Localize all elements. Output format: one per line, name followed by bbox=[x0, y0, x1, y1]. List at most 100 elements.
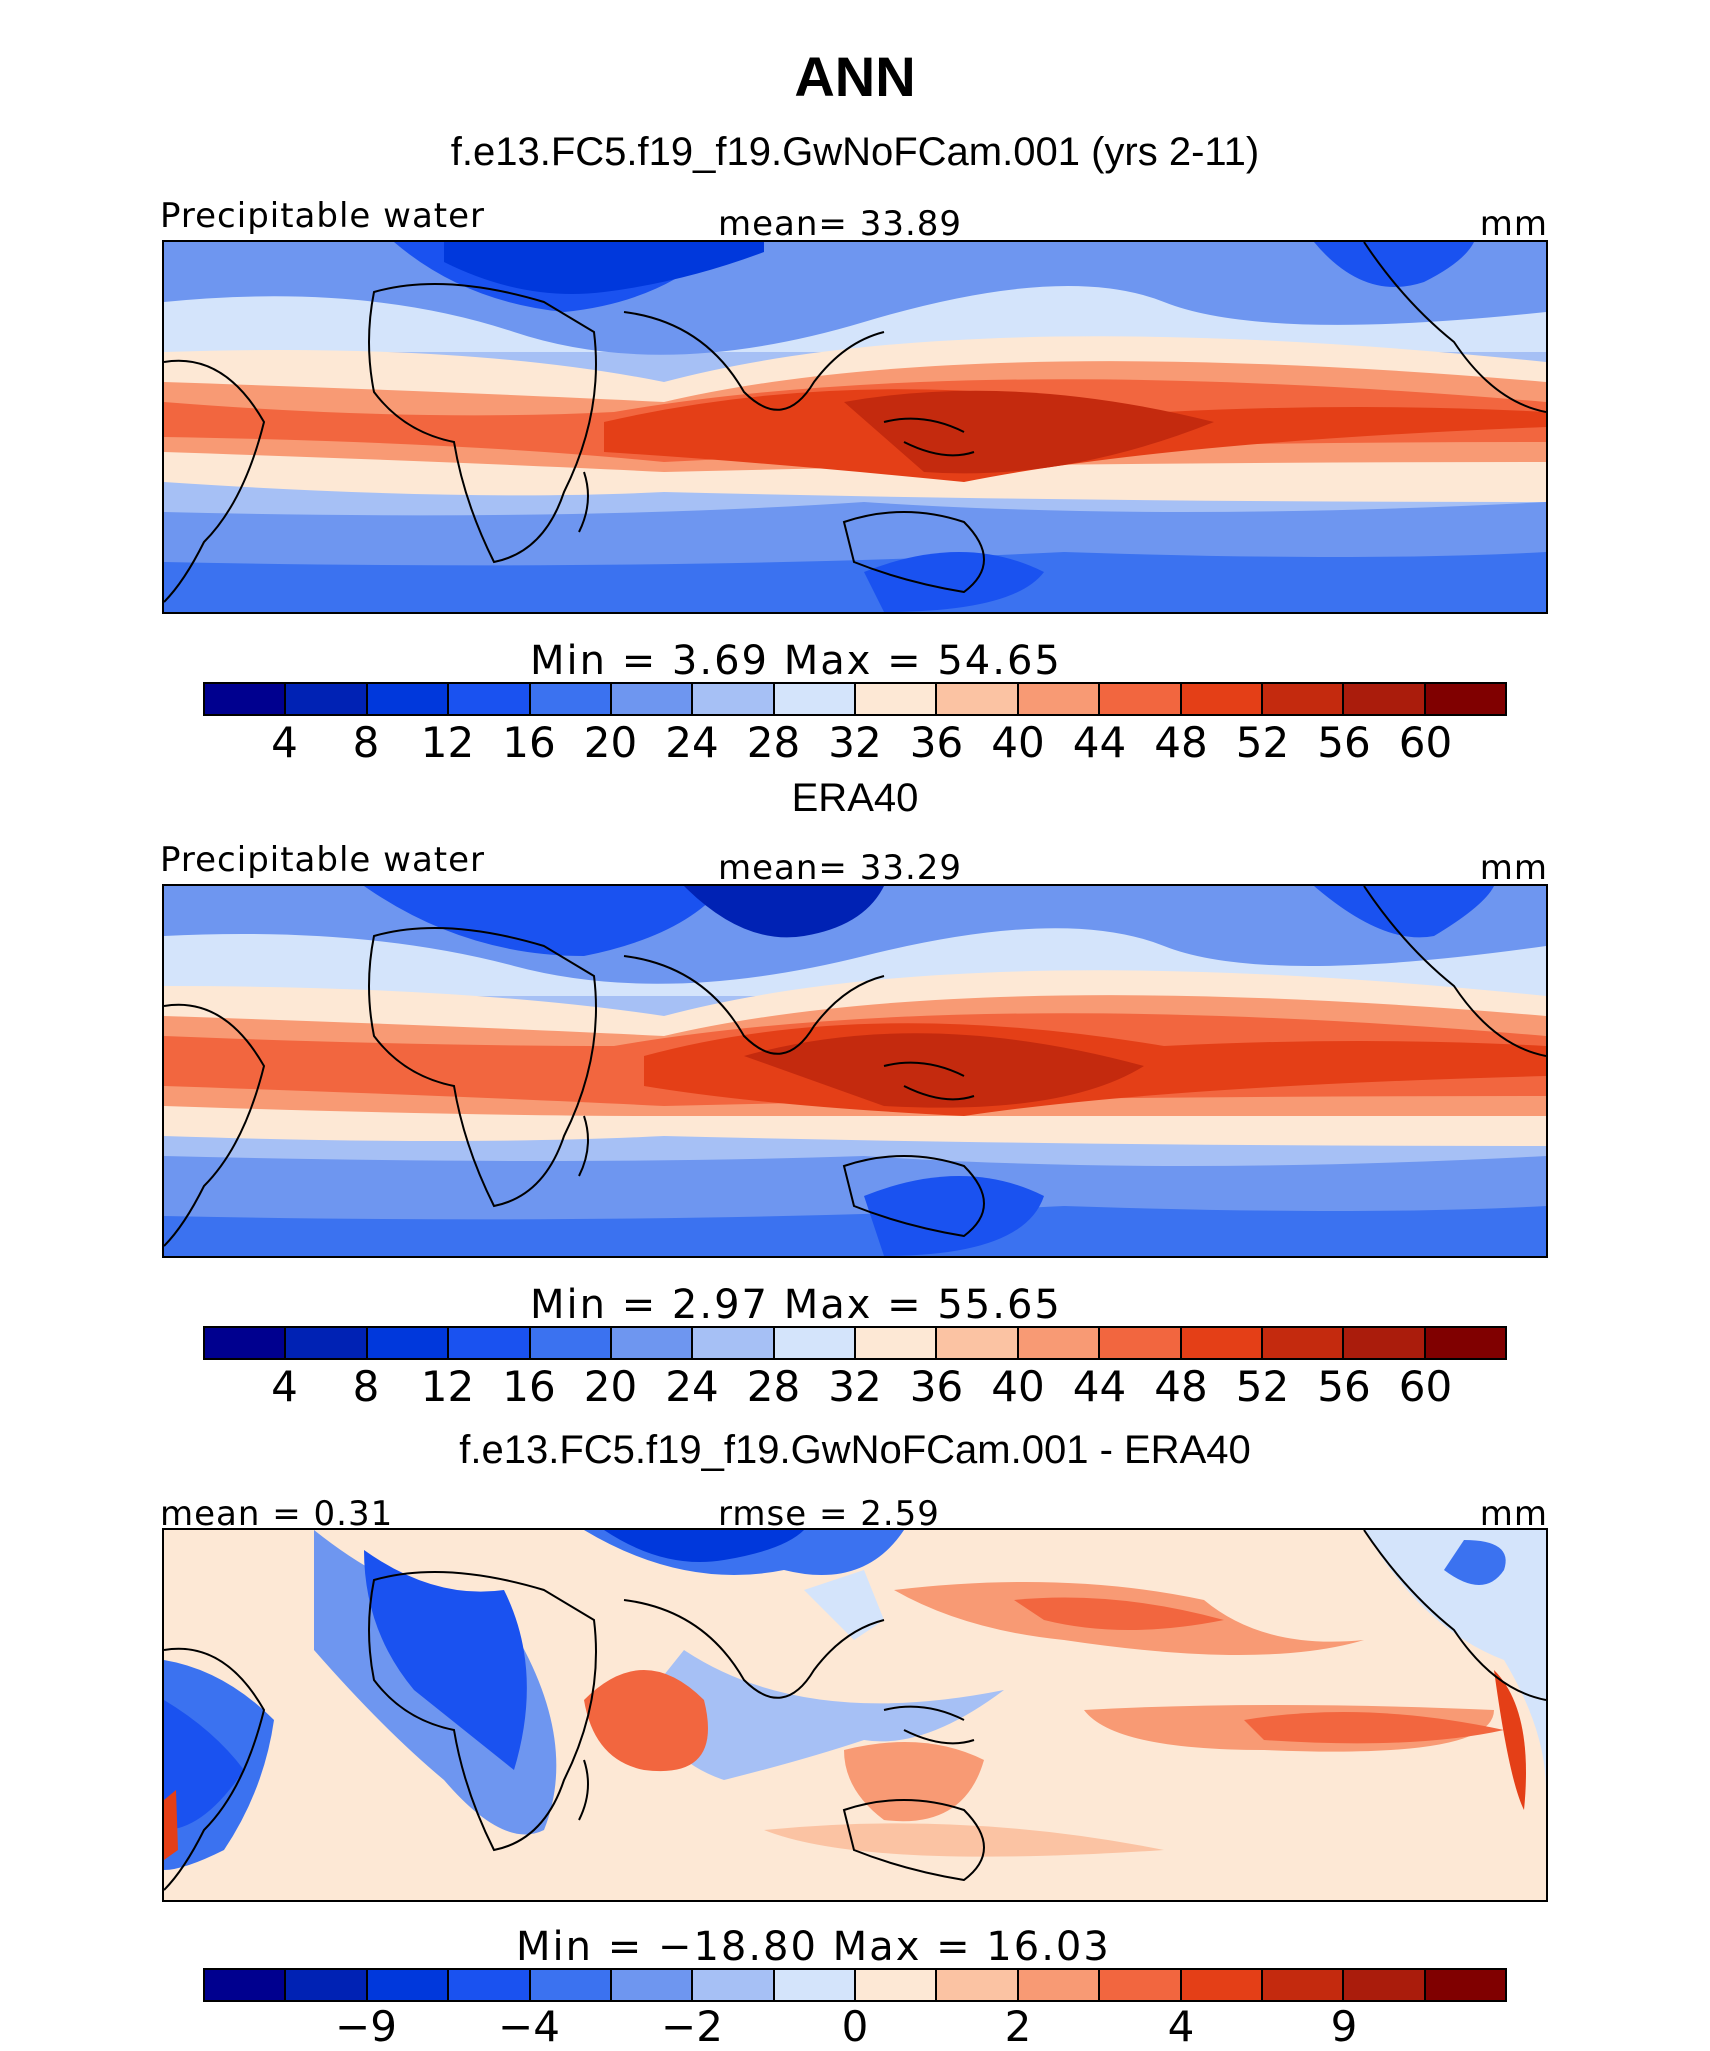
colorbar-box bbox=[856, 684, 938, 714]
colorbar-box bbox=[774, 1970, 856, 2000]
panel-2-colorbar bbox=[203, 1326, 1507, 1360]
colorbar-tick-label: 52 bbox=[1235, 718, 1290, 767]
colorbar-tick-label: 24 bbox=[665, 1362, 719, 1411]
panel-1-units-label: mm bbox=[1479, 204, 1548, 244]
colorbar-box bbox=[1100, 1328, 1182, 1358]
colorbar-box bbox=[530, 1328, 612, 1358]
colorbar-box bbox=[205, 684, 287, 714]
colorbar-tick-label: 32 bbox=[828, 1362, 882, 1411]
colorbar-tick-label: 12 bbox=[420, 718, 475, 767]
colorbar-box bbox=[856, 1970, 938, 2000]
panel-1-tick-labels: 4 8 12 16 20 24 28 32 36 40 44 48 52 56 60 bbox=[0, 718, 1710, 768]
colorbar-tick-label: 28 bbox=[746, 718, 801, 767]
colorbar-tick-label: 44 bbox=[1072, 718, 1127, 767]
colorbar-tick-label: 48 bbox=[1154, 1362, 1208, 1411]
colorbar-tick-label: 32 bbox=[828, 718, 882, 767]
colorbar-tick-label: 0 bbox=[841, 2002, 869, 2051]
panel-2-tick-labels: 4 8 12 16 20 24 28 32 36 40 44 48 52 56 60 bbox=[0, 1362, 1710, 1412]
colorbar-box bbox=[693, 1970, 775, 2000]
colorbar-tick-label: −2 bbox=[661, 2002, 723, 2051]
colorbar-box bbox=[1018, 1328, 1101, 1358]
colorbar-box bbox=[1018, 684, 1101, 714]
colorbar-box bbox=[774, 1328, 856, 1358]
colorbar-tick-label: 4 bbox=[271, 718, 298, 767]
colorbar-box bbox=[1344, 684, 1426, 714]
colorbar-tick-label: 44 bbox=[1072, 1362, 1127, 1411]
panel-2-title: ERA40 bbox=[791, 776, 919, 820]
colorbar-tick-label: 8 bbox=[352, 1362, 380, 1411]
colorbar-box bbox=[693, 1328, 775, 1358]
colorbar-box bbox=[449, 1970, 531, 2000]
panel-3-minmax: Min = −18.80 Max = 16.03 bbox=[516, 1924, 1111, 1970]
panel-1-colorbar bbox=[203, 682, 1507, 716]
colorbar-tick-label: 56 bbox=[1317, 1362, 1371, 1411]
colorbar-box bbox=[1181, 1970, 1263, 2000]
colorbar-tick-label: 4 bbox=[271, 1362, 298, 1411]
colorbar-tick-label: −4 bbox=[498, 2002, 560, 2051]
colorbar-tick-label: 12 bbox=[420, 1362, 475, 1411]
panel-3-map bbox=[162, 1528, 1548, 1902]
colorbar-tick-label: 36 bbox=[909, 718, 964, 767]
panel-3-colorbar bbox=[203, 1968, 1507, 2002]
colorbar-tick-label: 16 bbox=[502, 718, 556, 767]
panel-2-map bbox=[162, 884, 1548, 1258]
panel-2-minmax: Min = 2.97 Max = 55.65 bbox=[530, 1282, 1062, 1328]
colorbar-box bbox=[449, 684, 531, 714]
panel-1-map bbox=[162, 240, 1548, 614]
colorbar-box bbox=[1262, 1970, 1345, 2000]
colorbar-tick-label: 52 bbox=[1235, 1362, 1290, 1411]
colorbar-tick-label: 36 bbox=[909, 1362, 964, 1411]
colorbar-box bbox=[286, 1970, 368, 2000]
colorbar-box bbox=[286, 1328, 368, 1358]
colorbar-box bbox=[1018, 1970, 1101, 2000]
colorbar-box bbox=[937, 1328, 1019, 1358]
colorbar-box bbox=[937, 684, 1019, 714]
panel-2-units-label: mm bbox=[1479, 848, 1548, 888]
panel-3-title: f.e13.FC5.f19_f19.GwNoFCam.001 - ERA40 bbox=[459, 1428, 1251, 1472]
colorbar-box bbox=[530, 1970, 612, 2000]
colorbar-box bbox=[1262, 684, 1345, 714]
colorbar-tick-label: −9 bbox=[335, 2002, 397, 2051]
colorbar-box bbox=[530, 684, 612, 714]
colorbar-tick-label: 9 bbox=[1330, 2002, 1358, 2051]
colorbar-box bbox=[1100, 1970, 1182, 2000]
colorbar-box bbox=[1100, 684, 1182, 714]
colorbar-tick-label: 28 bbox=[746, 1362, 801, 1411]
colorbar-box bbox=[1344, 1328, 1426, 1358]
colorbar-box bbox=[367, 1970, 450, 2000]
colorbar-tick-label: 20 bbox=[583, 1362, 638, 1411]
colorbar-box bbox=[774, 684, 856, 714]
figure-title: ANN bbox=[794, 45, 916, 108]
colorbar-box bbox=[1344, 1970, 1426, 2000]
colorbar-tick-label: 48 bbox=[1154, 718, 1208, 767]
colorbar-tick-label: 60 bbox=[1398, 1362, 1453, 1411]
panel-1-title: f.e13.FC5.f19_f19.GwNoFCam.001 (yrs 2-11… bbox=[450, 130, 1260, 174]
colorbar-tick-label: 24 bbox=[665, 718, 719, 767]
colorbar-box bbox=[1425, 1328, 1505, 1358]
colorbar-box bbox=[611, 684, 694, 714]
colorbar-box bbox=[1425, 684, 1505, 714]
panel-3-units-label: mm bbox=[1479, 1494, 1548, 1534]
panel-1-mean-label: mean= 33.89 bbox=[718, 204, 963, 244]
colorbar-box bbox=[611, 1970, 694, 2000]
colorbar-box bbox=[1181, 1328, 1263, 1358]
panel-2-mean-label: mean= 33.29 bbox=[718, 848, 963, 888]
colorbar-box bbox=[205, 1970, 287, 2000]
colorbar-tick-label: 60 bbox=[1398, 718, 1453, 767]
colorbar-tick-label: 2 bbox=[1004, 2002, 1032, 2051]
colorbar-tick-label: 16 bbox=[502, 1362, 556, 1411]
colorbar-tick-label: 4 bbox=[1167, 2002, 1195, 2051]
panel-3-tick-labels: −9 −4 −2 0 2 4 9 bbox=[0, 2002, 1710, 2051]
panel-3-mean-label: mean = 0.31 bbox=[160, 1494, 394, 1534]
colorbar-tick-label: 20 bbox=[583, 718, 638, 767]
colorbar-box bbox=[611, 1328, 694, 1358]
colorbar-box bbox=[367, 1328, 450, 1358]
panel-1-variable-label: Precipitable water bbox=[160, 196, 486, 236]
panel-3-rmse-label: rmse = 2.59 bbox=[718, 1494, 940, 1534]
colorbar-box bbox=[367, 684, 450, 714]
colorbar-box bbox=[856, 1328, 938, 1358]
panel-2-variable-label: Precipitable water bbox=[160, 840, 486, 880]
colorbar-tick-label: 56 bbox=[1317, 718, 1371, 767]
colorbar-box bbox=[205, 1328, 287, 1358]
colorbar-box bbox=[693, 684, 775, 714]
